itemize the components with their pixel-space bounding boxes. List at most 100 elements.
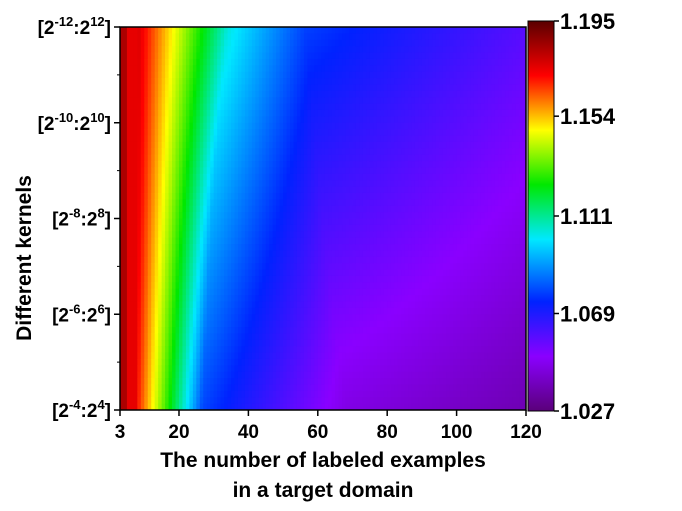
heatmap-cell (398, 346, 402, 353)
heatmap-cell (346, 123, 350, 130)
heatmap-cell (398, 97, 402, 104)
heatmap-cell (276, 359, 280, 366)
heatmap-cell (339, 212, 343, 219)
heatmap-cell (335, 142, 339, 149)
heatmap-cell (162, 282, 166, 289)
heatmap-cell (207, 129, 211, 136)
heatmap-cell (207, 33, 211, 40)
heatmap-cell (259, 314, 263, 321)
heatmap-cell (280, 129, 284, 136)
heatmap-cell (130, 206, 134, 213)
heatmap-cell (318, 212, 322, 219)
heatmap-cell (280, 250, 284, 257)
heatmap-cell (169, 180, 173, 187)
heatmap-cell (165, 238, 169, 245)
heatmap-cell (266, 321, 270, 328)
heatmap-cell (294, 340, 298, 347)
heatmap-cell (283, 155, 287, 162)
heatmap-cell (200, 295, 204, 302)
heatmap-cell (228, 397, 232, 404)
heatmap-cell (335, 295, 339, 302)
heatmap-cell (203, 110, 207, 117)
heatmap-cell (307, 136, 311, 143)
heatmap-cell (370, 263, 374, 270)
heatmap-cell (176, 59, 180, 66)
heatmap-cell (248, 193, 252, 200)
heatmap-cell (325, 391, 329, 398)
heatmap-cell (228, 148, 232, 155)
heatmap-cell (158, 219, 162, 226)
heatmap-cell (300, 167, 304, 174)
heatmap-cell (217, 180, 221, 187)
heatmap-cell (130, 314, 134, 321)
heatmap-cell (238, 78, 242, 85)
heatmap-cell (203, 53, 207, 60)
heatmap-cell (169, 225, 173, 232)
heatmap-cell (380, 72, 384, 79)
heatmap-cell (214, 78, 218, 85)
heatmap-cell (224, 257, 228, 264)
heatmap-cell (273, 72, 277, 79)
heatmap-cell (384, 384, 388, 391)
heatmap-cell (363, 65, 367, 72)
heatmap-cell (332, 263, 336, 270)
heatmap-cell (273, 53, 277, 60)
heatmap-cell (401, 33, 405, 40)
heatmap-cell (328, 219, 332, 226)
heatmap-cell (144, 91, 148, 98)
heatmap-cell (158, 206, 162, 213)
heatmap-cell (266, 219, 270, 226)
heatmap-cell (137, 365, 141, 372)
heatmap-cell (273, 136, 277, 143)
heatmap-cell (387, 225, 391, 232)
heatmap-cell (141, 193, 145, 200)
heatmap-cell (314, 353, 318, 360)
heatmap-cell (193, 289, 197, 296)
heatmap-cell (176, 250, 180, 257)
heatmap-cell (127, 167, 131, 174)
heatmap-cell (269, 276, 273, 283)
heatmap-cell (297, 321, 301, 328)
heatmap-cell (252, 206, 256, 213)
heatmap-cell (380, 84, 384, 91)
heatmap-cell (269, 84, 273, 91)
heatmap-cell (328, 295, 332, 302)
heatmap-cell (259, 308, 263, 315)
heatmap-cell (210, 180, 214, 187)
heatmap-cell (276, 378, 280, 385)
heatmap-cell (384, 365, 388, 372)
heatmap-cell (176, 263, 180, 270)
heatmap-cell (266, 353, 270, 360)
heatmap-cell (214, 270, 218, 277)
heatmap-cell (377, 327, 381, 334)
heatmap-cell (214, 65, 218, 72)
heatmap-cell (356, 148, 360, 155)
heatmap-cell (179, 391, 183, 398)
heatmap-cell (394, 219, 398, 226)
heatmap-cell (127, 372, 131, 379)
heatmap-cell (255, 187, 259, 194)
heatmap-cell (137, 116, 141, 123)
heatmap-cell (207, 365, 211, 372)
heatmap-cell (207, 78, 211, 85)
heatmap-cell (405, 391, 409, 398)
heatmap-cell (189, 123, 193, 130)
heatmap-cell (394, 180, 398, 187)
heatmap-cell (307, 225, 311, 232)
heatmap-cell (266, 136, 270, 143)
heatmap-cell (363, 244, 367, 251)
heatmap-cell (151, 129, 155, 136)
heatmap-cell (172, 238, 176, 245)
heatmap-cell (266, 33, 270, 40)
heatmap-cell (259, 123, 263, 130)
heatmap-cell (353, 397, 357, 404)
heatmap-cell (172, 155, 176, 162)
heatmap-cell (221, 263, 225, 270)
heatmap-cell (366, 91, 370, 98)
heatmap-cell (290, 321, 294, 328)
heatmap-cell (349, 65, 353, 72)
heatmap-cell (380, 391, 384, 398)
heatmap-cell (294, 353, 298, 360)
heatmap-cell (182, 327, 186, 334)
heatmap-cell (235, 142, 239, 149)
